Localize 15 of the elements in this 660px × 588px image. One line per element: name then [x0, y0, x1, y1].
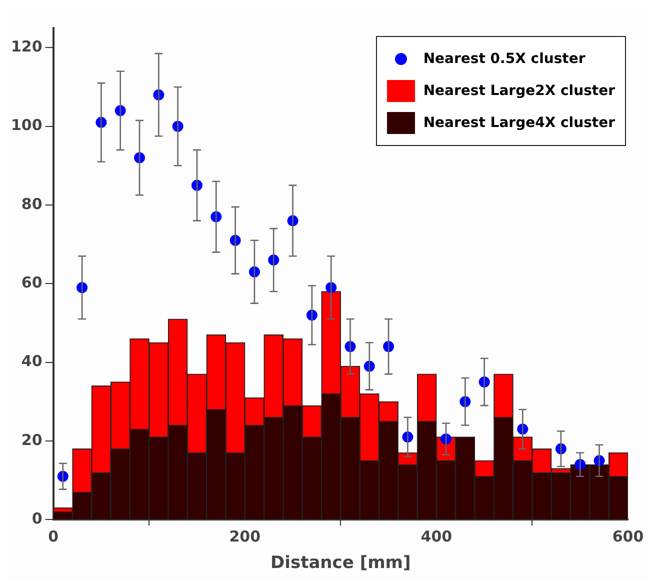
y-tick-label: 40: [21, 352, 42, 370]
x-tick-label: 600: [612, 527, 644, 546]
x-tick-label: 200: [229, 527, 261, 546]
legend-label: Nearest Large2X cluster: [423, 83, 615, 99]
x-axis-title: Distance [mm]: [270, 553, 411, 574]
legend-label: Nearest 0.5X cluster: [423, 51, 586, 67]
x-tick-label: 0: [48, 527, 59, 546]
y-tick-label: 80: [21, 194, 42, 213]
y-tick-label: 60: [21, 274, 42, 292]
legend-label: Nearest Large4X cluster: [423, 115, 615, 131]
y-tick-label: 120: [11, 38, 42, 56]
y-tick-label: 100: [11, 116, 42, 134]
y-tick-label: 20: [21, 430, 42, 449]
x-tick-label: 400: [420, 527, 452, 546]
y-tick-label: 0: [32, 509, 42, 528]
